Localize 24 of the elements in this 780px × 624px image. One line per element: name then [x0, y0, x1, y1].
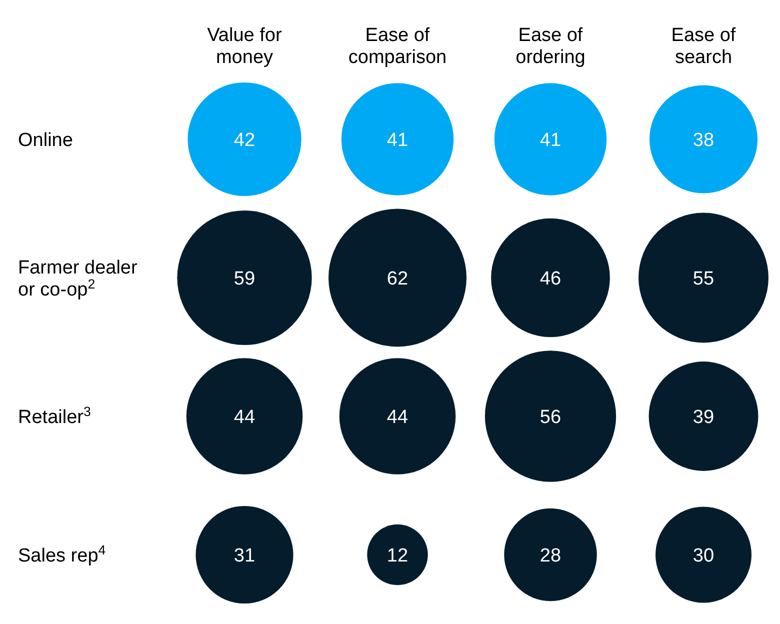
category-label: Retailer$^{3}$ — [18, 403, 91, 428]
category-label: Ease of ordering — [516, 25, 586, 68]
data-label: 62 — [386, 268, 408, 290]
data-label: 30 — [692, 545, 714, 566]
data-label: 41 — [540, 130, 562, 151]
category-label: Ease of search — [671, 25, 736, 68]
data-label: 42 — [234, 130, 256, 151]
data-label: 31 — [234, 545, 256, 566]
data-label: 39 — [692, 406, 714, 428]
data-label: 38 — [692, 130, 714, 151]
category-label: Ease of comparison — [348, 25, 447, 68]
category-label: Online — [18, 130, 73, 151]
data-label: 12 — [386, 545, 408, 566]
data-label: 44 — [234, 406, 256, 428]
data-label: 41 — [386, 130, 408, 151]
data-label: 55 — [692, 268, 714, 290]
category-label: Value for money — [207, 25, 282, 68]
data-label: 59 — [234, 268, 256, 290]
category-label: Farmer dealer or co-op$^{2}$ — [18, 257, 138, 300]
data-label: 56 — [540, 406, 562, 428]
data-label: 28 — [540, 545, 562, 566]
category-label: Sales rep$^{4}$ — [18, 542, 106, 566]
data-label: 46 — [540, 268, 562, 290]
data-label: 44 — [386, 406, 408, 428]
